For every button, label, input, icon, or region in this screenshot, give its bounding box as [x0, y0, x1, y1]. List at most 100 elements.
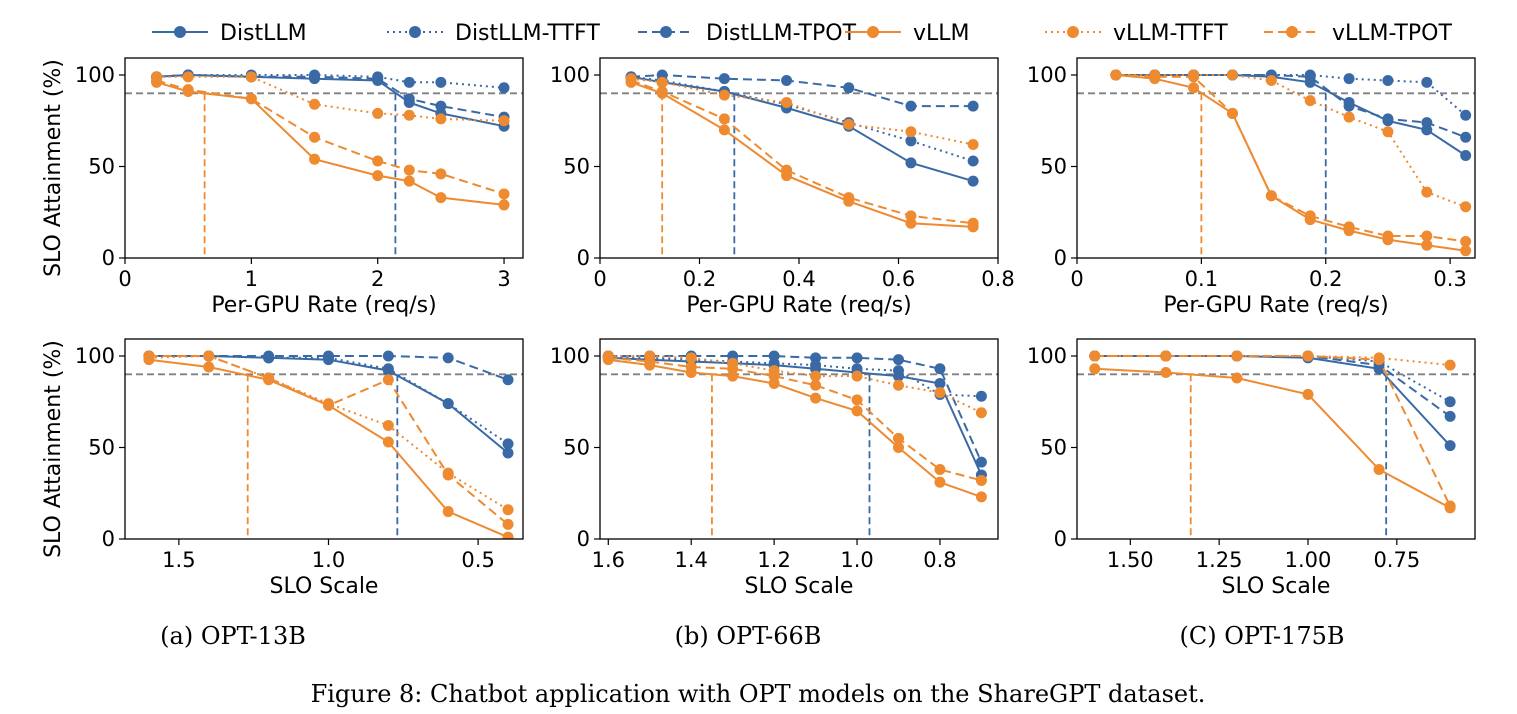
plot-frame	[124, 57, 524, 259]
x-tick-label: 1.6	[592, 548, 625, 572]
panel-5: 1.6 1.4 1.2 1.0 0.8 0 50 100 SLO Scale	[550, 338, 999, 599]
point-distllm-ttft	[498, 82, 510, 94]
x-axis-label: SLO Scale	[1222, 574, 1331, 599]
x-tick-label: 2	[371, 267, 384, 291]
point-vllm	[372, 170, 384, 182]
x-tick-label: 0.2	[683, 267, 716, 291]
x-tick-label: 1.5	[162, 548, 195, 572]
y-tick-label: 100	[550, 63, 590, 87]
point-vllm	[442, 506, 454, 518]
point-vllm-ttft	[656, 76, 668, 88]
y-tick-label: 0	[577, 246, 590, 270]
point-vllm-tpot	[768, 370, 780, 382]
legend-entry-distllm-tpot: DistLLM-TPOT	[638, 21, 857, 46]
point-vllm	[203, 361, 215, 373]
point-distllm	[1444, 440, 1456, 452]
plot-area	[125, 69, 523, 258]
series-line-distllm-tpot	[156, 73, 505, 119]
point-distllm-ttft	[893, 365, 904, 377]
legend-label-distllm-ttft: DistLLM-TTFT	[455, 21, 600, 46]
point-distllm-ttft	[975, 390, 987, 402]
x-tick-label: 0.6	[882, 267, 915, 291]
plot-area	[1077, 69, 1475, 258]
point-distllm-tpot	[309, 71, 321, 83]
y-tick-label: 100	[1027, 344, 1067, 368]
point-vllm-ttft	[498, 115, 510, 127]
y-tick-label: 100	[1027, 63, 1067, 87]
y-tick-label: 50	[563, 155, 590, 179]
point-distllm	[1460, 150, 1472, 162]
panel-6: 1.50 1.25 1.00 0.75 0 50 100 SLO Scale	[1027, 338, 1476, 599]
point-distllm-tpot	[718, 73, 730, 85]
series-line-vllm	[148, 358, 509, 539]
x-axis-label: Per-GPU Rate (req/s)	[686, 293, 911, 318]
series-line-vllm-tpot	[630, 79, 974, 225]
point-vllm-ttft	[781, 96, 793, 108]
point-vllm	[718, 124, 730, 136]
point-distllm-ttft	[403, 76, 415, 88]
x-tick-label: 0.8	[923, 548, 956, 572]
series-line-vllm-tpot	[608, 356, 982, 482]
point-vllm-ttft	[893, 379, 904, 391]
x-tick-label: 0.3	[1433, 267, 1466, 291]
point-vllm	[498, 199, 510, 211]
point-distllm-tpot	[502, 374, 514, 386]
point-vllm-tpot	[1265, 190, 1277, 202]
point-distllm-tpot	[810, 352, 822, 364]
point-distllm-tpot	[372, 73, 384, 85]
x-tick-label: 1.2	[757, 548, 790, 572]
series-line-vllm-ttft	[156, 75, 505, 122]
panel-4: 1.5 1.0 0.5 0 50 100 SLO Scale	[75, 338, 524, 599]
series-line-distllm	[1115, 74, 1467, 157]
point-distllm-tpot	[967, 100, 979, 112]
point-distllm-tpot	[851, 352, 863, 364]
x-tick-label: 0	[593, 267, 606, 291]
x-tick-label: 1.50	[1107, 548, 1154, 572]
point-distllm-ttft	[1343, 73, 1355, 85]
point-distllm	[934, 377, 946, 389]
point-vllm	[309, 153, 321, 165]
point-distllm-tpot	[843, 82, 855, 94]
point-vllm-tpot	[151, 74, 163, 86]
y-tick-label: 100	[75, 63, 115, 87]
plot-frame	[599, 338, 999, 540]
point-vllm-tpot	[143, 350, 155, 362]
x-axis-label: SLO Scale	[270, 574, 379, 599]
point-vllm	[1460, 245, 1472, 257]
legend-marker-distllm-tpot	[660, 26, 672, 38]
point-vllm-tpot	[1382, 230, 1394, 242]
legend-entry-distllm: DistLLM	[152, 21, 307, 46]
plot-area	[600, 69, 998, 258]
point-vllm-tpot	[322, 399, 334, 411]
point-distllm-tpot	[768, 350, 780, 362]
plot-area	[600, 350, 998, 539]
plot-frame	[1076, 57, 1476, 259]
point-vllm	[1089, 363, 1101, 375]
legend-label-vllm: vLLM	[913, 21, 970, 46]
point-distllm-ttft	[1444, 396, 1456, 408]
x-tick-label: 0.1	[1185, 267, 1218, 291]
series-line-vllm-ttft	[1115, 74, 1467, 208]
point-vllm-ttft	[685, 352, 697, 364]
point-vllm	[893, 442, 904, 453]
point-vllm-ttft	[905, 126, 917, 138]
point-distllm	[967, 175, 979, 187]
point-vllm-ttft	[1343, 111, 1355, 123]
point-vllm	[975, 491, 987, 503]
series-line-vllm-tpot	[1094, 355, 1451, 507]
legend: DistLLM DistLLM-TTFT DistLLM-TPOT vLLM vLLM-…	[152, 21, 1452, 46]
x-tick-label: 0.8	[981, 267, 1014, 291]
point-vllm-ttft	[435, 113, 447, 125]
point-vllm-ttft	[843, 118, 855, 130]
point-vllm-ttft	[975, 407, 987, 419]
point-vllm-ttft	[1265, 74, 1277, 86]
point-distllm-tpot	[781, 74, 793, 86]
panel-2: 0 0.2 0.4 0.6 0.8 0 50 100 Per-GPU Rate (req/s)	[550, 57, 1015, 318]
y-tick-label: 0	[577, 527, 590, 551]
y-tick-label: 0	[102, 246, 115, 270]
x-tick-label: 0.75	[1373, 548, 1420, 572]
series-line-vllm-tpot	[1115, 74, 1466, 243]
x-tick-label: 1.25	[1196, 548, 1243, 572]
series-line-vllm-tpot	[148, 355, 509, 526]
point-vllm-ttft	[934, 387, 946, 399]
